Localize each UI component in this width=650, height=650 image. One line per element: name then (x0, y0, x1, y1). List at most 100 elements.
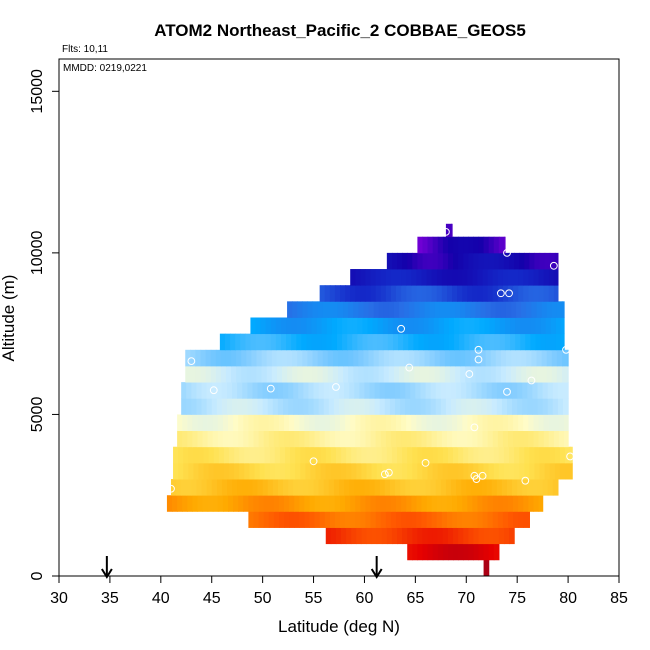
curtain-cell (275, 317, 282, 335)
curtain-cell (495, 301, 502, 318)
curtain-cell (420, 479, 427, 496)
curtain-cell (346, 527, 352, 545)
curtain-cell (416, 285, 423, 302)
curtain-cell (497, 414, 504, 431)
curtain-cell (417, 462, 424, 480)
curtain-cell (556, 365, 563, 383)
curtain-cell (276, 365, 283, 383)
curtain-cell (551, 349, 558, 367)
curtain-cell (560, 333, 565, 351)
curtain-cell (563, 398, 569, 415)
curtain-cell (421, 495, 428, 512)
curtain-cell (197, 414, 204, 431)
curtain-cell (353, 301, 359, 318)
curtain-cell (258, 414, 265, 431)
curtain-cell (533, 430, 540, 448)
curtain-cell (248, 430, 255, 448)
curtain-cell (222, 430, 229, 448)
curtain-cell (492, 414, 499, 431)
curtain-cell (473, 462, 480, 480)
curtain-cell (458, 252, 464, 270)
curtain-cell (385, 430, 392, 448)
curtain-cell (436, 495, 443, 512)
curtain-cell (177, 495, 183, 512)
curtain-cell (552, 382, 559, 399)
curtain-cell (522, 382, 528, 399)
curtain-cell (430, 479, 437, 496)
curtain-cell (502, 430, 509, 448)
curtain-cell (225, 365, 232, 383)
curtain-cell (342, 333, 348, 351)
curtain-cell (520, 333, 526, 351)
curtain-cell (217, 414, 224, 431)
curtain-cell (437, 446, 444, 464)
curtain-cell (279, 446, 286, 464)
curtain-cell (446, 511, 453, 528)
curtain-cell (431, 269, 438, 286)
curtain-cell (550, 317, 557, 335)
x-axis: 30 35 40 45 50 55 60 65 70 75 80 85 (50, 576, 628, 607)
curtain-cell (383, 349, 390, 367)
curtain-cell (313, 398, 320, 415)
curtain-cell (257, 382, 264, 399)
curtain-cell (488, 462, 495, 480)
curtain-cell (302, 301, 309, 318)
curtain-cell (217, 495, 224, 512)
curtain-cell (173, 446, 179, 464)
curtain-cell (419, 301, 426, 318)
curtain-cell (340, 414, 346, 431)
curtain-cell (259, 462, 266, 480)
curtain-cell (461, 398, 467, 415)
curtain-cell (544, 462, 551, 480)
curtain-cell (409, 301, 415, 318)
curtain-cell (243, 414, 249, 431)
curtain-cell (222, 414, 229, 431)
curtain-cell (559, 462, 566, 480)
observation-point (474, 355, 483, 364)
curtain-cell (417, 527, 424, 545)
curtain-cell (455, 301, 461, 318)
curtain-cell (270, 317, 277, 335)
curtain-cell (300, 446, 306, 464)
curtain-cell (494, 317, 501, 335)
curtain-cell (392, 333, 399, 351)
curtain-cell (542, 382, 549, 399)
curtain-cell (380, 269, 387, 286)
curtain-cell (467, 269, 473, 286)
curtain-cell (330, 527, 337, 545)
curtain-cell (350, 495, 356, 512)
curtain-cell (343, 365, 349, 383)
curtain-cell (501, 382, 508, 399)
curtain-cell (380, 285, 387, 302)
curtain-cell (268, 414, 275, 431)
curtain-cell (423, 317, 430, 335)
curtain-cell (371, 446, 378, 464)
curtain-cell (357, 333, 364, 351)
curtain-cell (401, 285, 407, 302)
curtain-cell (531, 349, 538, 367)
curtain-cell (381, 527, 388, 545)
curtain-cell (291, 333, 297, 351)
curtain-cell (431, 430, 438, 448)
curtain-cell (467, 495, 473, 512)
curtain-cell (503, 462, 510, 480)
curtain-cell (426, 269, 433, 286)
curtain-cell (502, 511, 509, 528)
curtain-cell (561, 301, 565, 318)
curtain-cell (344, 479, 350, 496)
curtain-cell (375, 430, 382, 448)
curtain-cell (342, 317, 348, 335)
curtain-cell (521, 301, 527, 318)
curtain-cell (390, 511, 397, 528)
curtain-cell (406, 495, 412, 512)
y-axis: 0 5000 10000 15000 (29, 69, 59, 580)
curtain-cell (216, 479, 223, 496)
curtain-cell (322, 349, 329, 367)
curtain-cell (439, 301, 446, 318)
curtain-cell (498, 252, 505, 270)
curtain-cell (425, 398, 432, 415)
curtain-cell (267, 382, 274, 399)
curtain-cell (320, 446, 327, 464)
curtain-cell (528, 511, 530, 528)
x-tick-label: 80 (559, 590, 577, 607)
